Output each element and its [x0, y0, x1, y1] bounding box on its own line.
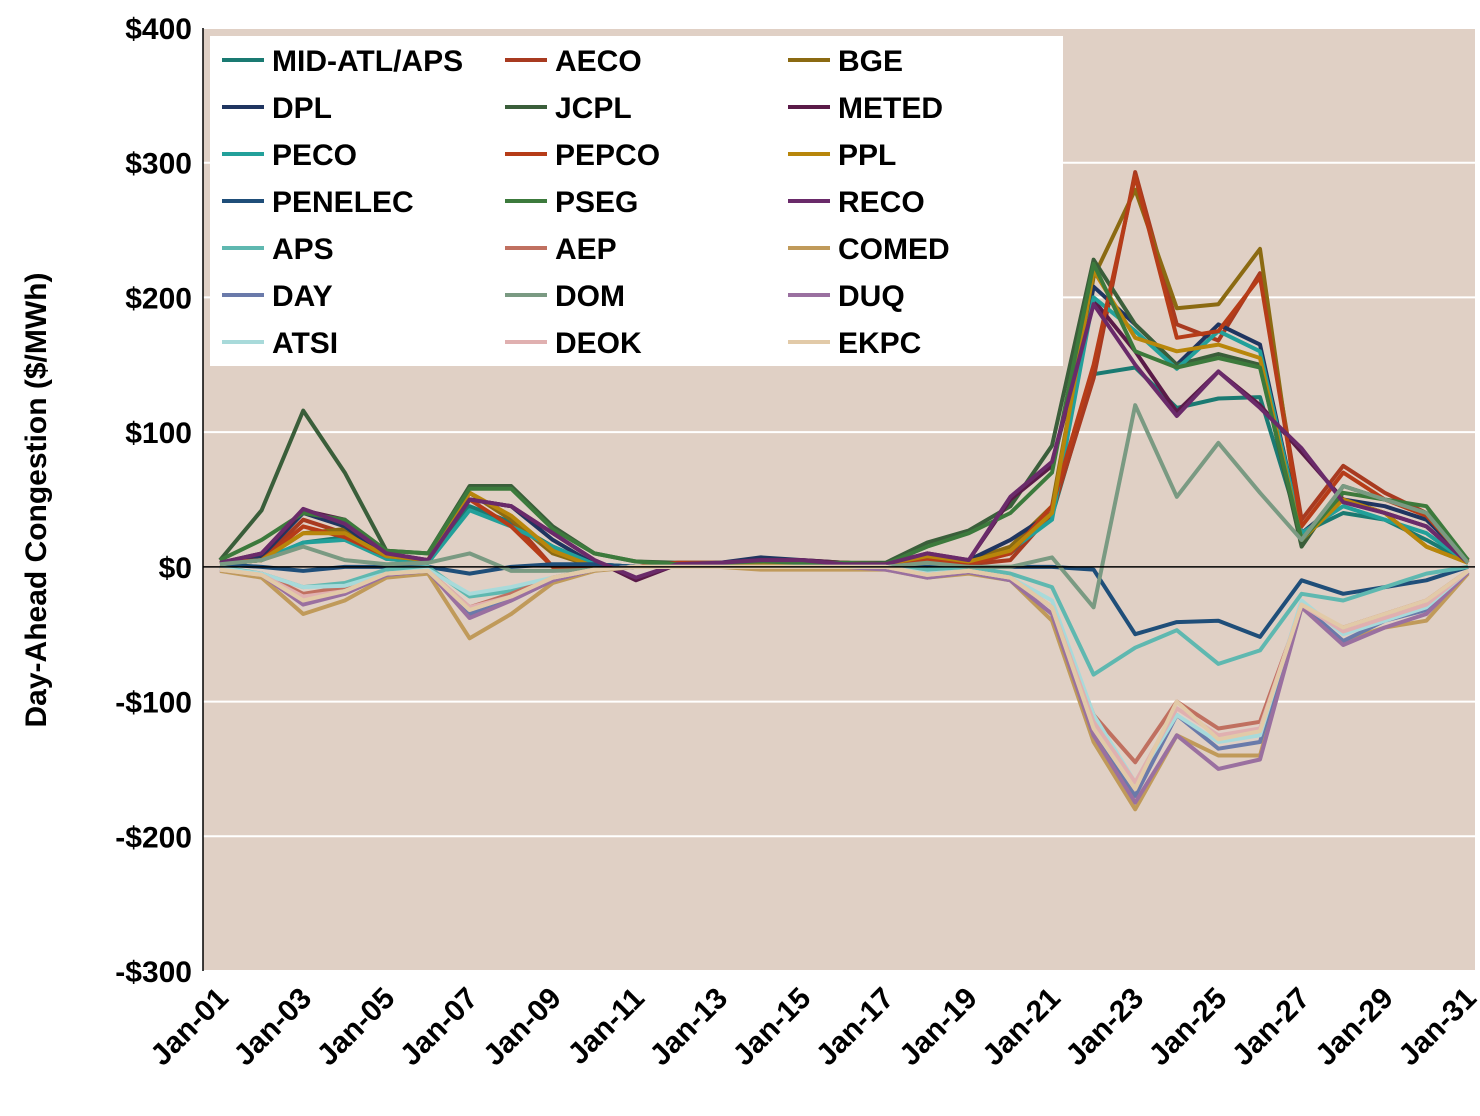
- legend-label: ATSI: [272, 327, 338, 360]
- legend-label: DAY: [272, 280, 333, 313]
- legend-label: APS: [272, 233, 334, 266]
- x-tick-label: Jan-17: [810, 982, 901, 1073]
- x-tick-label: Jan-29: [1309, 982, 1400, 1073]
- legend-label: MID-ATL/APS: [272, 45, 463, 78]
- x-tick-label: Jan-01: [144, 982, 235, 1073]
- series-line: [219, 302, 1470, 580]
- legend-label: DEOK: [555, 327, 642, 360]
- x-tick-label: Jan-05: [311, 982, 402, 1073]
- legend-label: PENELEC: [272, 186, 414, 219]
- y-tick-label: $0: [159, 552, 192, 585]
- x-tick-label: Jan-11: [562, 982, 651, 1071]
- x-tick-label: Jan-07: [394, 982, 485, 1073]
- legend-label: RECO: [838, 186, 925, 219]
- x-tick-label: Jan-15: [727, 982, 818, 1073]
- legend-label: PPL: [838, 139, 896, 172]
- x-tick-label: Jan-13: [644, 982, 735, 1073]
- legend-label: EKPC: [838, 327, 921, 360]
- legend-label: JCPL: [555, 92, 632, 125]
- y-tick-label: $200: [125, 282, 192, 315]
- x-tick-label: Jan-09: [477, 982, 568, 1073]
- legend-label: DPL: [272, 92, 332, 125]
- x-tick-label: Jan-27: [1226, 982, 1317, 1073]
- x-tick-label: Jan-31: [1392, 982, 1480, 1073]
- y-tick-label: -$100: [115, 687, 192, 720]
- x-tick-label: Jan-03: [228, 982, 319, 1073]
- legend-label: BGE: [838, 45, 903, 78]
- legend-label: PEPCO: [555, 139, 660, 172]
- x-tick-label: Jan-23: [1060, 982, 1151, 1073]
- legend-label: DOM: [555, 280, 625, 313]
- y-tick-label: $100: [125, 417, 192, 450]
- x-tick-label: Jan-25: [1143, 982, 1234, 1073]
- legend-label: COMED: [838, 233, 950, 266]
- y-tick-label: -$200: [115, 821, 192, 854]
- legend-label: PECO: [272, 139, 357, 172]
- legend-label: PSEG: [555, 186, 638, 219]
- y-axis-title: Day-Ahead Congestion ($/MWh): [20, 273, 53, 728]
- y-tick-label: $400: [125, 13, 192, 46]
- legend-label: AEP: [555, 233, 617, 266]
- y-tick-label: -$300: [115, 956, 192, 989]
- legend-label: METED: [838, 92, 943, 125]
- x-tick-label: Jan-21: [976, 982, 1067, 1073]
- legend-label: DUQ: [838, 280, 905, 313]
- y-tick-label: $300: [125, 148, 192, 181]
- legend-label: AECO: [555, 45, 642, 78]
- x-tick-label: Jan-19: [893, 982, 984, 1073]
- legend: [210, 36, 1063, 366]
